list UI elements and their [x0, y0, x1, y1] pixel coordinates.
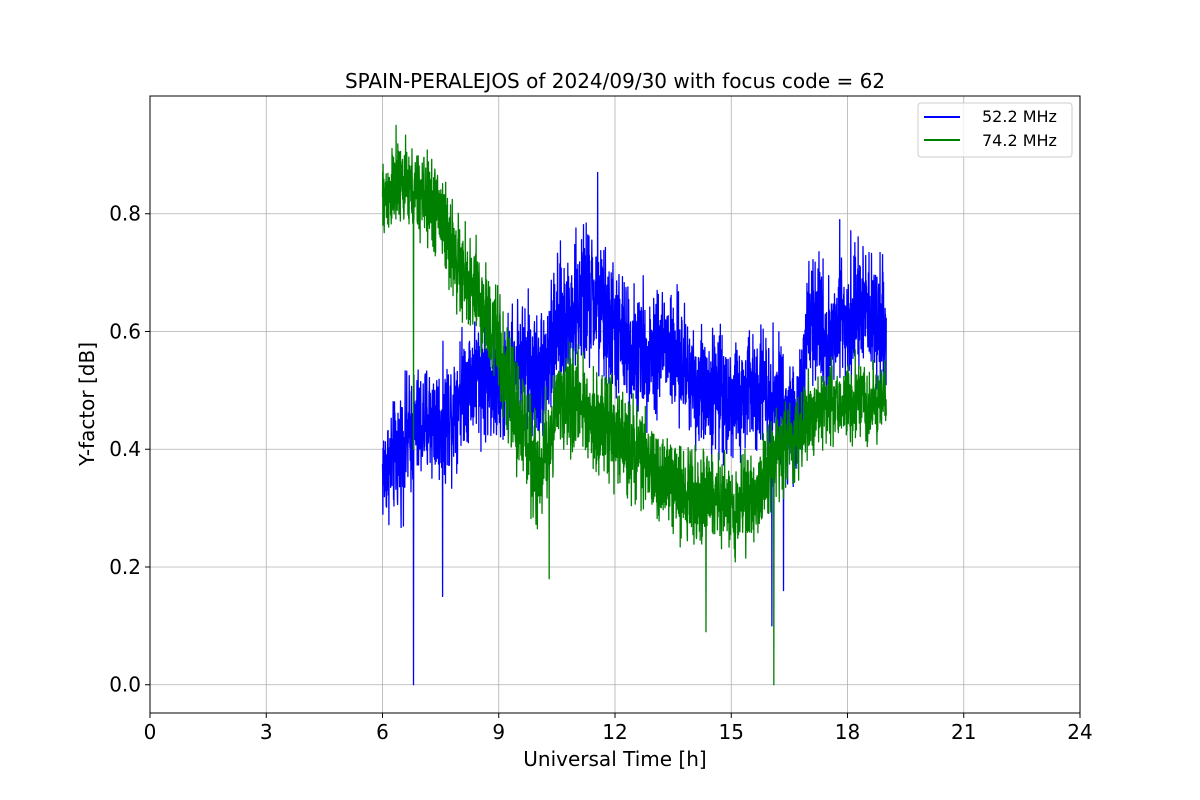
y-axis-ticks: 0.0 0.2 0.4 0.6 0.8: [109, 202, 150, 697]
y-tick-label: 0.0: [109, 673, 141, 697]
series-layer: [381, 124, 887, 686]
x-tick-label: 15: [719, 720, 744, 744]
series-line-1: [381, 124, 887, 686]
x-tick-label: 0: [144, 720, 157, 744]
y-axis-label: Y-factor [dB]: [75, 342, 99, 467]
chart-title: SPAIN-PERALEJOS of 2024/09/30 with focus…: [345, 69, 885, 93]
x-tick-label: 3: [260, 720, 273, 744]
x-tick-label: 18: [835, 720, 860, 744]
x-tick-label: 21: [951, 720, 976, 744]
legend: 52.2 MHz 74.2 MHz: [917, 102, 1073, 158]
y-tick-label: 0.8: [109, 202, 141, 226]
y-tick-label: 0.2: [109, 555, 141, 579]
x-tick-label: 12: [602, 720, 627, 744]
x-axis-label: Universal Time [h]: [523, 747, 706, 771]
x-tick-label: 6: [376, 720, 389, 744]
y-tick-label: 0.4: [109, 437, 141, 461]
x-tick-label: 9: [492, 720, 505, 744]
x-axis-ticks: 0 3 6 9 12 15 18 21 24: [144, 713, 1093, 744]
legend-label-52-mhz: 52.2 MHz: [982, 107, 1057, 126]
y-tick-label: 0.6: [109, 319, 141, 343]
x-tick-label: 24: [1067, 720, 1092, 744]
legend-label-74-mhz: 74.2 MHz: [982, 131, 1057, 150]
